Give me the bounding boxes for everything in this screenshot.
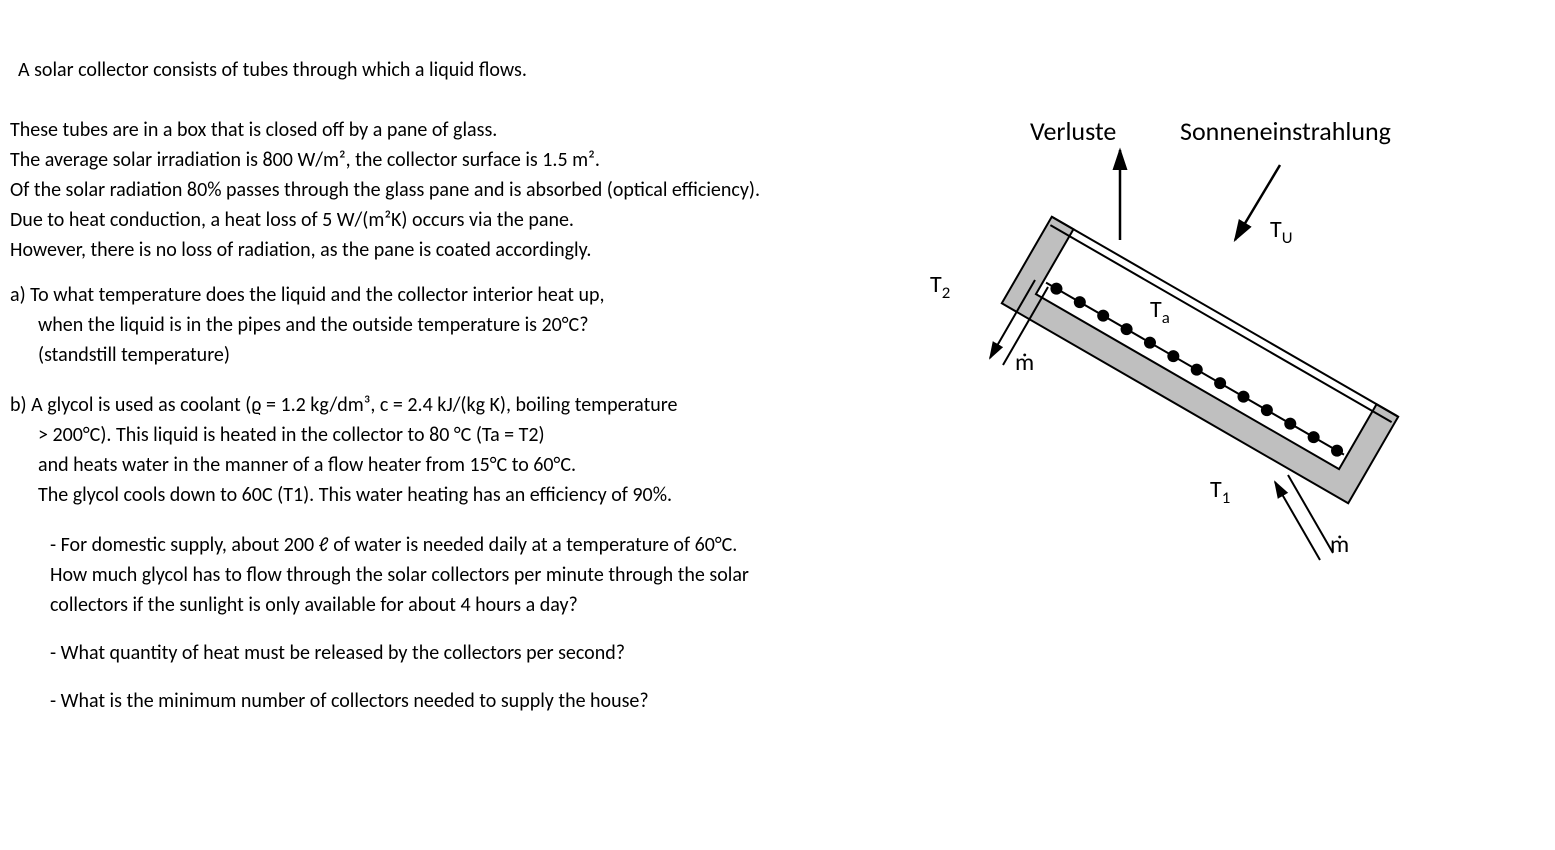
line: However, there is no loss of radiation, …: [10, 238, 591, 262]
line: The glycol cools down to 60C (T1). This …: [38, 483, 672, 507]
line: a) To what temperature does the liquid a…: [10, 283, 604, 307]
label-t2: T2: [930, 270, 950, 303]
line: - What quantity of heat must be released…: [50, 641, 625, 665]
line: when the liquid is in the pipes and the …: [38, 313, 589, 337]
glass-pane-inner: [1050, 225, 1391, 422]
paragraph-1: These tubes are in a box that is closed …: [10, 115, 760, 265]
line: and heats water in the manner of a flow …: [38, 453, 576, 477]
line: b) A glycol is used as coolant (ϱ = 1.2 …: [10, 393, 677, 417]
sub-questions: - For domestic supply, about 200 ℓ of wa…: [50, 530, 749, 734]
line: How much glycol has to flow through the …: [50, 563, 749, 587]
collector-body: [1002, 217, 1398, 504]
label-mdot-out: ṁ: [1015, 348, 1034, 377]
line: These tubes are in a box that is closed …: [10, 118, 497, 142]
label-tu: TU: [1270, 215, 1292, 248]
question-b: b) A glycol is used as coolant (ϱ = 1.2 …: [10, 390, 677, 510]
line: Of the solar radiation 80% passes throug…: [10, 178, 760, 202]
line: - For domestic supply, about 200 ℓ of wa…: [50, 533, 737, 557]
line: The average solar irradiation is 800 W/m…: [10, 148, 600, 172]
line: > 200°C). This liquid is heated in the c…: [38, 423, 545, 447]
line: (standstill temperature): [38, 343, 230, 367]
label-ta: Ta: [1150, 295, 1170, 328]
label-t1: T1: [1210, 475, 1230, 508]
line: Due to heat conduction, a heat loss of 5…: [10, 208, 574, 232]
label-sonne: Sonneneinstrahlung: [1180, 115, 1391, 147]
label-verluste: Verluste: [1030, 115, 1116, 147]
line: - What is the minimum number of collecto…: [50, 689, 649, 713]
intro-text: A solar collector consists of tubes thro…: [18, 55, 527, 85]
line: collectors if the sunlight is only avail…: [50, 593, 578, 617]
collector-diagram: Verluste Sonneneinstrahlung TU T2 Ta T1 …: [920, 110, 1480, 590]
label-mdot-in: ṁ: [1330, 530, 1349, 559]
question-a: a) To what temperature does the liquid a…: [10, 280, 604, 370]
